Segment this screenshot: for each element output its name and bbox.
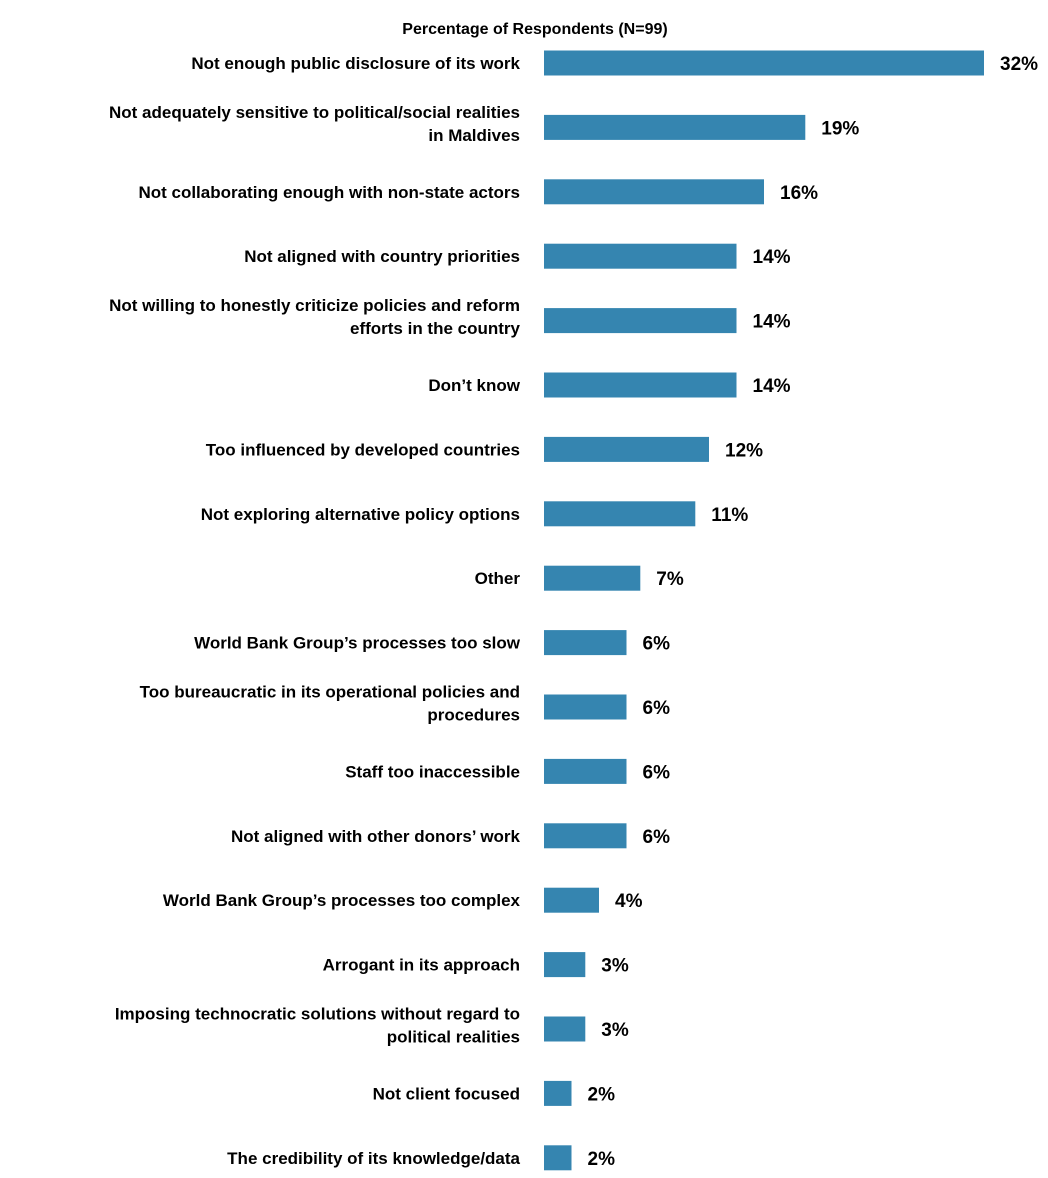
category-label-line: The credibility of its knowledge/data [227,1149,520,1168]
bar [544,1017,585,1042]
value-label: 14% [753,312,791,333]
category-label: World Bank Group’s processes too complex [163,891,521,910]
value-label: 11% [711,505,748,526]
category-label-line: Not client focused [373,1084,520,1103]
category-label-line: political realities [387,1028,520,1047]
bar [544,373,737,398]
category-label-line: procedures [427,706,520,725]
bar [544,308,737,333]
value-label: 4% [615,891,643,912]
category-label: World Bank Group’s processes too slow [194,634,521,653]
bar [544,566,640,591]
value-label: 6% [643,762,671,783]
value-label: 6% [643,827,671,848]
category-label: Not aligned with other donors’ work [231,827,521,846]
value-label: 32% [1000,54,1038,75]
category-label-line: efforts in the country [350,319,521,338]
category-label: Not willing to honestly criticize polici… [109,296,520,338]
category-label: Don’t know [428,376,520,395]
category-label-line: Too influenced by developed countries [206,440,520,459]
category-label-line: Not collaborating enough with non-state … [138,183,520,202]
value-label: 12% [725,440,763,461]
bar [544,695,627,720]
value-label: 19% [821,118,859,139]
category-label: Too influenced by developed countries [206,440,520,459]
bar [544,115,805,140]
bar [544,1145,572,1170]
bar [544,179,764,204]
category-label: Not aligned with country priorities [244,247,520,266]
category-label-line: Imposing technocratic solutions without … [115,1005,520,1024]
category-label: Imposing technocratic solutions without … [115,1005,520,1047]
value-label: 7% [656,569,684,590]
category-label: Not client focused [373,1084,520,1103]
bar [544,437,709,462]
category-label-line: Other [475,569,521,588]
value-labels: 32% 19% 16% 14% 14% 14% 12% 11% 7% 6% 6% 6% 6% 4% 3% 3%… [588,54,1039,1170]
bar [544,952,585,977]
value-label: 14% [753,376,791,397]
category-label: Not collaborating enough with non-state … [138,183,520,202]
category-label-line: World Bank Group’s processes too slow [194,634,521,653]
category-label-line: Not aligned with country priorities [244,247,520,266]
category-label-line: Too bureaucratic in its operational poli… [140,683,520,702]
bar [544,823,627,848]
bar [544,501,695,526]
category-labels: Not enough public disclosure of its work… [109,54,521,1168]
category-label-line: Not aligned with other donors’ work [231,827,521,846]
bars-group [544,51,984,1171]
category-label: Staff too inaccessible [345,762,520,781]
value-label: 2% [588,1084,616,1105]
category-label-line: Not adequately sensitive to political/so… [109,103,520,122]
category-label-line: Staff too inaccessible [345,762,520,781]
bar [544,759,627,784]
category-label: Not exploring alternative policy options [201,505,520,524]
category-label-line: Don’t know [428,376,520,395]
category-label-line: Not enough public disclosure of its work [191,54,520,73]
value-label: 3% [601,956,629,977]
category-label: Other [475,569,521,588]
bar [544,888,599,913]
category-label: The credibility of its knowledge/data [227,1149,520,1168]
category-label: Not enough public disclosure of its work [191,54,520,73]
chart-title: Percentage of Respondents (N=99) [402,21,667,38]
bar [544,244,737,269]
value-label: 16% [780,183,818,204]
value-label: 14% [753,247,791,268]
category-label-line: Arrogant in its approach [323,956,520,975]
bar [544,51,984,76]
category-label: Arrogant in its approach [323,956,520,975]
category-label: Too bureaucratic in its operational poli… [140,683,520,725]
value-label: 6% [643,698,671,719]
bar [544,1081,572,1106]
category-label: Not adequately sensitive to political/so… [109,103,520,145]
category-label-line: Not exploring alternative policy options [201,505,520,524]
category-label-line: in Maldives [428,126,520,145]
category-label-line: Not willing to honestly criticize polici… [109,296,520,315]
value-label: 3% [601,1020,629,1041]
value-label: 6% [643,634,671,655]
category-label-line: World Bank Group’s processes too complex [163,891,521,910]
bar [544,630,627,655]
value-label: 2% [588,1149,616,1170]
